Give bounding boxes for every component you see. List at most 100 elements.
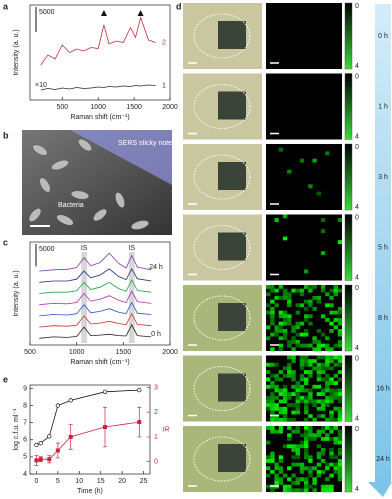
heatmap-cell [299, 395, 305, 400]
heatmap-cell [329, 417, 334, 422]
heatmap-cell [270, 403, 275, 408]
heatmap-cell [337, 473, 343, 478]
heatmap-cell [295, 399, 300, 404]
heatmap-cell [333, 362, 338, 367]
heatmap-cell [299, 362, 305, 367]
heatmap-bg [266, 144, 342, 210]
heatmap-cell [308, 288, 313, 293]
heatmap-cell [304, 269, 309, 274]
heatmap-cell [329, 426, 334, 430]
heatmap-cell [295, 426, 300, 430]
heatmap-cell [308, 343, 313, 348]
sticky-note [218, 21, 246, 49]
heatmap-cell [312, 488, 317, 493]
colorbar-tick-label: 4 [355, 486, 359, 493]
heatmap-cell [316, 414, 322, 419]
heatmap-cell [333, 325, 338, 330]
heatmap-cell [312, 285, 317, 289]
heatmap-cell [299, 470, 305, 474]
heatmap-cell [329, 303, 334, 308]
heatmap-cell [320, 370, 326, 375]
heatmap-cell [333, 318, 338, 322]
heatmap-cell [291, 329, 296, 333]
heatmap-cell [274, 473, 279, 478]
heatmap-cell [282, 310, 288, 315]
heatmap-cell [304, 451, 309, 456]
x-tick-label: 5 [56, 478, 60, 485]
heatmap-cell [291, 347, 296, 352]
heatmap-cell [282, 292, 288, 297]
heatmap-cell [316, 399, 322, 404]
heatmap-cell [316, 299, 322, 304]
heatmap-cell [304, 429, 309, 434]
heatmap-cell [282, 366, 288, 371]
heatmap-cell [287, 433, 292, 438]
heatmap-cell [329, 451, 334, 456]
heatmap-cell [299, 292, 305, 297]
heatmap-cell [304, 318, 309, 322]
heatmap-cell [274, 296, 279, 300]
heatmap-cell [282, 296, 288, 300]
heatmap-cell [333, 470, 338, 474]
heatmap-cell [333, 395, 338, 400]
heatmap-cell [337, 410, 343, 415]
peak-marker [137, 10, 144, 16]
heatmap-cell [312, 384, 317, 389]
heatmap-cell [274, 332, 279, 337]
heatmap-cell [308, 388, 313, 393]
heatmap-cell [320, 406, 326, 411]
heatmap-cell [337, 340, 343, 344]
heatmap-cell [282, 321, 288, 326]
heatmap-cell [274, 288, 279, 293]
heatmap-cell [329, 455, 334, 460]
heatmap-cell [312, 477, 317, 482]
heatmap-cell [287, 303, 292, 308]
heatmap-cell [337, 362, 343, 367]
heatmap-cell [299, 332, 305, 337]
heatmap-cell [320, 429, 326, 434]
heatmap-cell [274, 325, 279, 330]
heatmap-cell [329, 437, 334, 441]
heatmap-cell [295, 429, 300, 434]
heatmap-cell [320, 229, 326, 234]
heatmap-cell [312, 403, 317, 408]
heatmap-cell [329, 473, 334, 478]
heatmap-cell [337, 388, 343, 393]
heatmap-cell [325, 437, 330, 441]
heatmap-cell [299, 366, 305, 371]
heatmap-cell [278, 343, 284, 348]
heatmap-cell [304, 433, 309, 438]
colorbar [344, 214, 353, 281]
heatmap-cell [299, 321, 305, 326]
heatmap-cell [278, 459, 284, 463]
heatmap-cell [337, 459, 343, 463]
heatmap-cell [312, 366, 317, 371]
is-band [81, 252, 87, 343]
heatmap-cell [282, 388, 288, 393]
heatmap-cell [295, 488, 300, 493]
heatmap-cell [329, 388, 334, 393]
heatmap-cell [291, 288, 296, 293]
heatmap-cell [312, 466, 317, 471]
heatmap-cell [320, 403, 326, 408]
heatmap-cell [320, 488, 326, 493]
heatmap-cell [287, 484, 292, 489]
point [34, 458, 39, 463]
y-tick-label: 9 [23, 385, 27, 392]
heatmap-cell [333, 288, 338, 293]
heatmap-cell [316, 455, 322, 460]
sem-image [22, 130, 172, 235]
heatmap-cell [295, 403, 300, 408]
heatmap-cell [291, 384, 296, 389]
heatmap-bg [266, 3, 342, 69]
x-axis-label: Time (h) [77, 488, 103, 495]
heatmap-cell [308, 470, 313, 474]
x-axis-label: Raman shift (cm⁻¹) [70, 114, 129, 121]
heatmap-cell [274, 466, 279, 471]
bacteria-outline [193, 13, 251, 59]
panel-label: c [3, 237, 8, 247]
heatmap-cell [316, 340, 322, 344]
heatmap-cell [270, 488, 275, 493]
heatmap-cell [316, 347, 322, 352]
